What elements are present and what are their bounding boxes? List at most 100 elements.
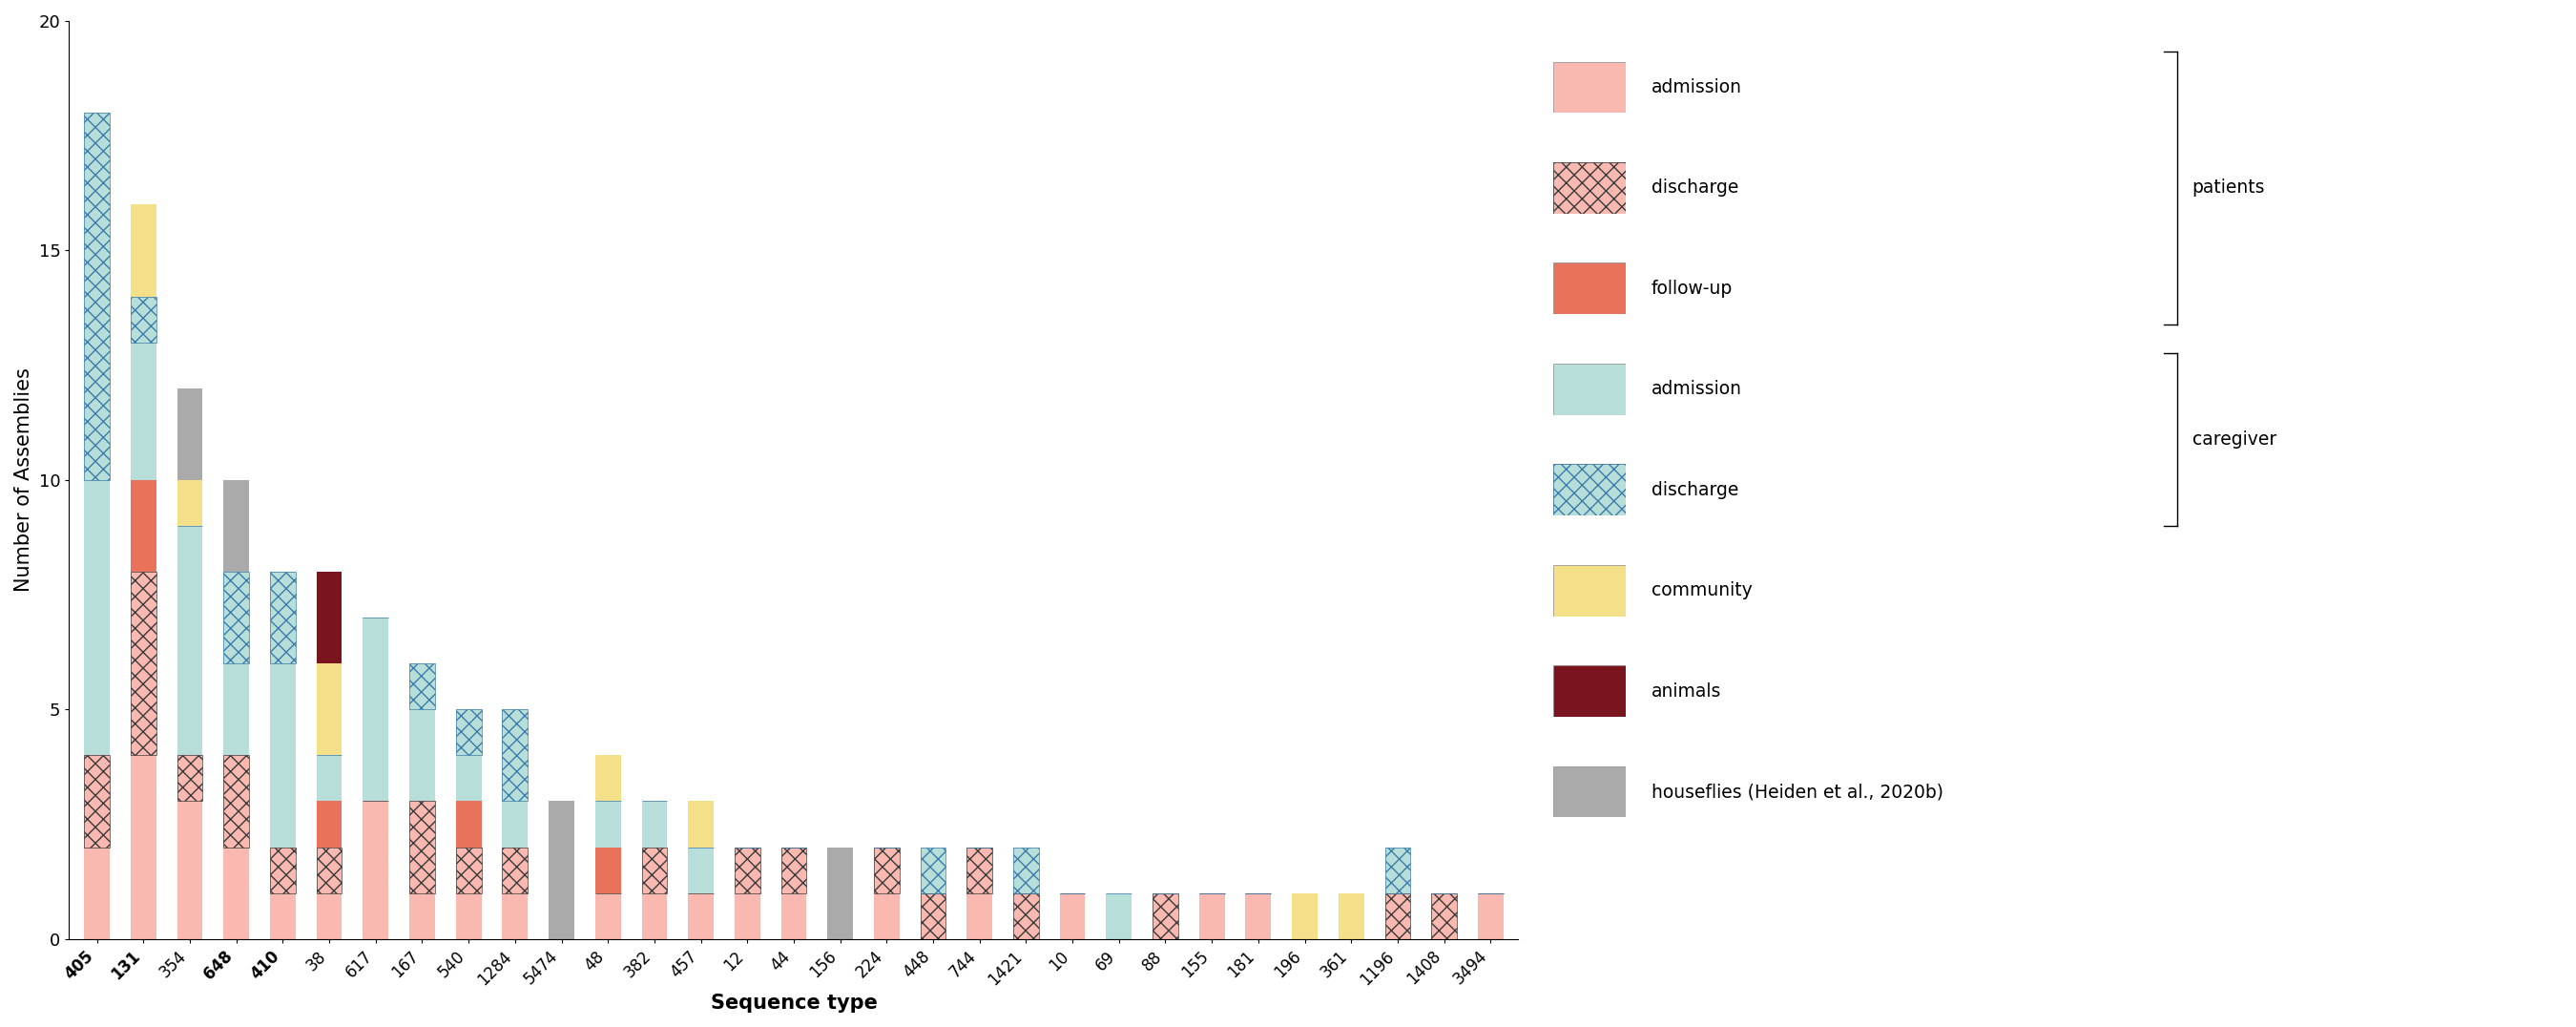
- Bar: [363, 617, 389, 801]
- Bar: [1479, 893, 1504, 939]
- Bar: [502, 847, 528, 893]
- Bar: [688, 801, 714, 847]
- Bar: [85, 847, 111, 939]
- Bar: [641, 801, 667, 847]
- Bar: [317, 663, 343, 755]
- Bar: [502, 893, 528, 939]
- Bar: [317, 572, 343, 663]
- Bar: [1151, 893, 1177, 939]
- Bar: [270, 663, 296, 847]
- Bar: [224, 847, 250, 939]
- Bar: [1247, 893, 1270, 939]
- Bar: [317, 893, 343, 939]
- Bar: [1340, 893, 1363, 939]
- Bar: [410, 663, 435, 710]
- Bar: [317, 847, 343, 893]
- Bar: [502, 710, 528, 801]
- Bar: [502, 801, 528, 847]
- Bar: [270, 893, 296, 939]
- Bar: [224, 755, 250, 847]
- Bar: [456, 755, 482, 801]
- Bar: [595, 801, 621, 847]
- Bar: [873, 893, 899, 939]
- Bar: [549, 801, 574, 939]
- Bar: [456, 893, 482, 939]
- Bar: [131, 572, 157, 755]
- Bar: [688, 893, 714, 939]
- Bar: [456, 710, 482, 755]
- Bar: [966, 893, 992, 939]
- Bar: [224, 572, 250, 663]
- Bar: [1105, 893, 1131, 939]
- Bar: [224, 480, 250, 572]
- Text: caregiver: caregiver: [2192, 430, 2277, 449]
- Bar: [920, 847, 945, 893]
- Bar: [131, 297, 157, 342]
- Bar: [1432, 893, 1458, 939]
- Bar: [595, 847, 621, 893]
- Bar: [85, 113, 111, 480]
- Bar: [270, 572, 296, 663]
- Bar: [224, 663, 250, 755]
- Bar: [688, 847, 714, 893]
- X-axis label: Sequence type: Sequence type: [711, 993, 878, 1013]
- Text: houseflies (Heiden et al., 2020b): houseflies (Heiden et al., 2020b): [1651, 783, 1942, 801]
- Bar: [456, 710, 482, 755]
- Bar: [131, 755, 157, 939]
- Bar: [1012, 893, 1038, 939]
- Bar: [502, 710, 528, 801]
- Bar: [1059, 893, 1084, 939]
- Bar: [1012, 893, 1038, 939]
- Bar: [456, 801, 482, 847]
- Bar: [502, 847, 528, 893]
- Bar: [410, 663, 435, 710]
- Bar: [270, 847, 296, 893]
- Bar: [781, 847, 806, 893]
- Bar: [1386, 893, 1412, 939]
- Bar: [781, 847, 806, 893]
- Bar: [641, 847, 667, 893]
- Bar: [1198, 893, 1224, 939]
- Bar: [178, 480, 204, 526]
- Bar: [270, 572, 296, 663]
- Bar: [873, 847, 899, 893]
- Bar: [595, 755, 621, 801]
- Text: community: community: [1651, 581, 1752, 600]
- Text: admission: admission: [1651, 78, 1741, 97]
- Text: animals: animals: [1651, 682, 1721, 700]
- Text: patients: patients: [2192, 179, 2264, 197]
- Bar: [178, 801, 204, 939]
- Bar: [363, 801, 389, 939]
- Bar: [224, 572, 250, 663]
- Bar: [317, 801, 343, 847]
- Bar: [1293, 893, 1316, 939]
- Bar: [410, 710, 435, 801]
- Bar: [85, 755, 111, 847]
- Bar: [131, 572, 157, 755]
- Bar: [1012, 847, 1038, 893]
- Bar: [781, 893, 806, 939]
- Bar: [734, 847, 760, 893]
- Bar: [178, 388, 204, 480]
- Bar: [966, 847, 992, 893]
- Bar: [456, 847, 482, 893]
- Bar: [131, 204, 157, 297]
- Bar: [734, 847, 760, 893]
- Bar: [85, 755, 111, 847]
- Bar: [827, 847, 853, 939]
- Text: discharge: discharge: [1651, 481, 1739, 499]
- Bar: [1386, 893, 1412, 939]
- Bar: [85, 113, 111, 480]
- Bar: [873, 847, 899, 893]
- Bar: [131, 297, 157, 342]
- Bar: [178, 526, 204, 755]
- Bar: [224, 755, 250, 847]
- Bar: [1386, 847, 1412, 893]
- Bar: [595, 893, 621, 939]
- Bar: [641, 847, 667, 893]
- Bar: [1151, 893, 1177, 939]
- Bar: [966, 847, 992, 893]
- Bar: [641, 893, 667, 939]
- Bar: [131, 342, 157, 480]
- Text: admission: admission: [1651, 380, 1741, 398]
